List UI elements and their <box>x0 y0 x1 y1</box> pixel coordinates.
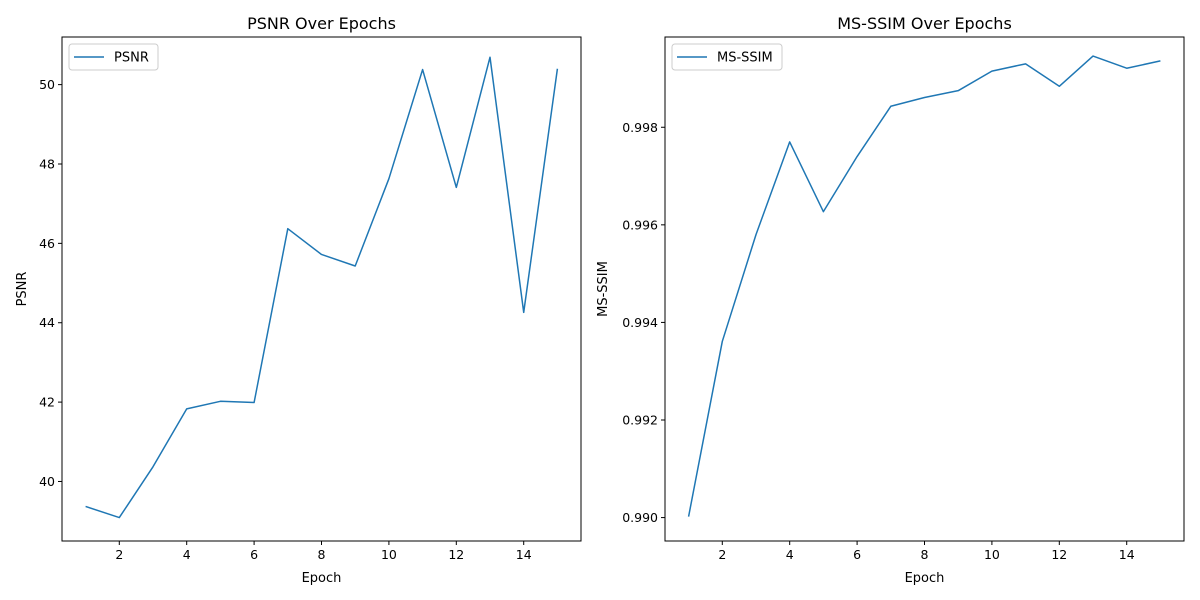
ms-ssim-ticks: 2 4 6 8 10 12 14 0.990 0.992 0.994 0.996 0.998 <box>622 120 1135 562</box>
psnr-chart: PSNR Over Epochs 2 4 6 8 10 12 14404244464850 … <box>15 14 582 586</box>
ms-ssim-series-line <box>687 55 1161 517</box>
psnr-plot-frame <box>61 36 582 542</box>
ms-ssim-legend-box <box>671 43 783 71</box>
psnr-x-tick-label: 10 <box>381 547 397 562</box>
ms-ssim-plot-area <box>665 37 1184 541</box>
ms-ssim-x-axis-label: Epoch <box>905 571 945 586</box>
ms-ssim-x-tick-label: 6 <box>853 547 861 562</box>
psnr-y-axis-label: PSNR <box>15 272 30 307</box>
ms-ssim-chart-title: MS-SSIM Over Epochs <box>837 14 1012 33</box>
ms-ssim-y-tick-label: 0.998 <box>622 120 658 135</box>
ms-ssim-y-tick-label: 0.990 <box>622 510 658 525</box>
psnr-x-axis-label: Epoch <box>302 571 342 586</box>
psnr-legend: PSNR <box>68 43 159 71</box>
psnr-legend-label: PSNR <box>114 51 149 66</box>
psnr-y-tick-label: 40 <box>39 474 55 489</box>
psnr-chart-title: PSNR Over Epochs <box>247 14 396 33</box>
ms-ssim-y-tick-label: 0.992 <box>622 413 658 428</box>
ms-ssim-legend-label: MS-SSIM <box>717 51 773 66</box>
psnr-y-tick-label: 44 <box>39 315 55 330</box>
ms-ssim-x-tick-label: 4 <box>786 547 794 562</box>
ms-ssim-y-tick-label: 0.994 <box>622 315 658 330</box>
psnr-x-tick-label: 6 <box>250 547 258 562</box>
ms-ssim-x-tick-label: 14 <box>1119 547 1135 562</box>
psnr-series-line <box>85 56 559 519</box>
psnr-y-tick-label: 46 <box>39 236 55 251</box>
psnr-x-tick-label: 8 <box>318 547 326 562</box>
ms-ssim-y-tick-label: 0.996 <box>622 217 658 232</box>
ms-ssim-x-tick-label: 10 <box>984 547 1000 562</box>
ms-ssim-x-tick-label: 2 <box>718 547 726 562</box>
psnr-x-tick-label: 2 <box>115 547 123 562</box>
psnr-x-tick-label: 14 <box>516 547 532 562</box>
ms-ssim-y-axis-label: MS-SSIM <box>596 261 611 317</box>
psnr-plot-area <box>62 37 581 541</box>
psnr-x-tick-label: 12 <box>448 547 464 562</box>
ms-ssim-plot-frame <box>664 36 1185 542</box>
ms-ssim-x-tick-label: 12 <box>1051 547 1067 562</box>
ms-ssim-x-tick-label: 8 <box>921 547 929 562</box>
psnr-line-group <box>85 56 559 519</box>
ms-ssim-line-group <box>687 55 1161 517</box>
psnr-y-tick-label: 42 <box>39 395 55 410</box>
ms-ssim-chart: MS-SSIM Over Epochs 2 4 6 8 10 12 14 0.990 0.992… <box>596 14 1185 586</box>
psnr-y-tick-label: 50 <box>39 77 55 92</box>
psnr-legend-box <box>68 43 159 71</box>
ms-ssim-legend: MS-SSIM <box>671 43 783 71</box>
psnr-x-tick-label: 4 <box>183 547 191 562</box>
psnr-y-tick-label: 48 <box>39 156 55 171</box>
